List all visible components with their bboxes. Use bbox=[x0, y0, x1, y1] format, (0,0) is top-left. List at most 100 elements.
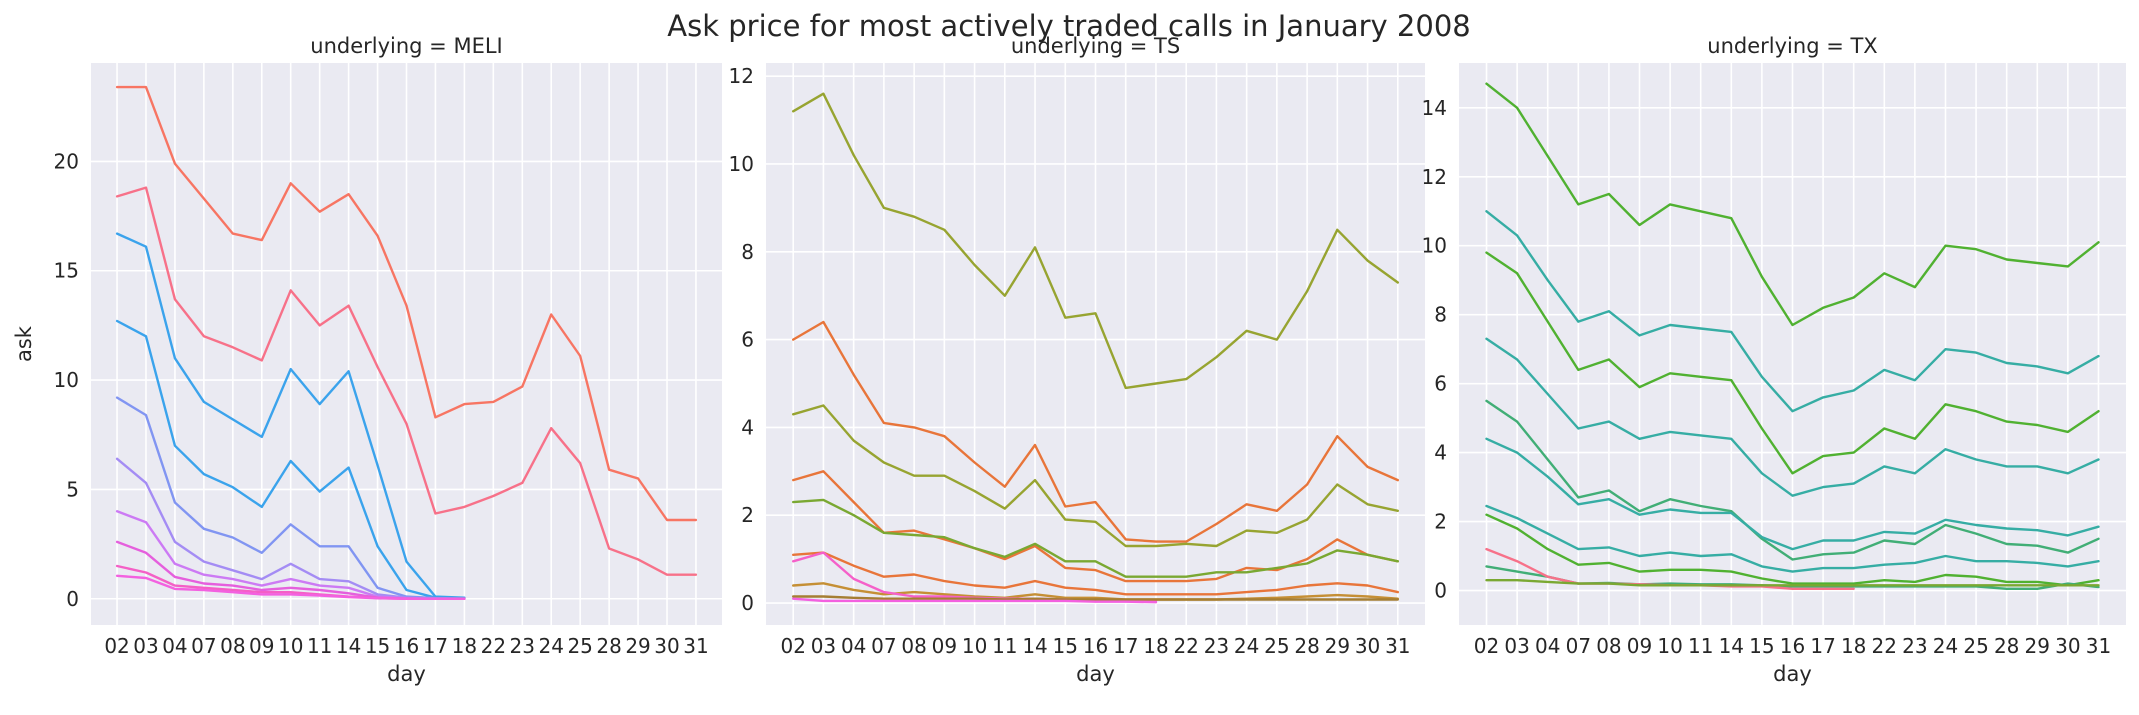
series-line-2 bbox=[115, 85, 698, 522]
x-tick-label: 29 bbox=[625, 634, 650, 658]
x-tick-label: 04 bbox=[841, 634, 866, 658]
x-tick-label: 18 bbox=[1841, 634, 1866, 658]
x-tick-label: 31 bbox=[2086, 634, 2111, 658]
x-tick-label: 30 bbox=[1355, 634, 1380, 658]
x-tick-label: 08 bbox=[220, 634, 245, 658]
panel-title: underlying = TS bbox=[1011, 34, 1180, 58]
x-tick-label: 29 bbox=[1325, 634, 1350, 658]
series-line-1 bbox=[792, 92, 1399, 390]
series-line-4 bbox=[1485, 337, 2100, 497]
x-tick-label: 22 bbox=[1872, 634, 1897, 658]
x-tick-label: 18 bbox=[452, 634, 477, 658]
series-line-9 bbox=[792, 595, 1399, 601]
y-tick-label: 8 bbox=[741, 240, 754, 264]
series-line-5 bbox=[792, 498, 1399, 578]
y-tick-label: 6 bbox=[741, 328, 754, 352]
y-tick-label: 2 bbox=[741, 503, 754, 527]
series-line-3 bbox=[115, 232, 466, 599]
series-line-4 bbox=[115, 319, 466, 600]
series-line-1 bbox=[115, 186, 698, 576]
x-tick-label: 18 bbox=[1143, 634, 1168, 658]
x-axis-label: day bbox=[1076, 662, 1115, 686]
x-tick-label: 30 bbox=[2055, 634, 2080, 658]
y-tick-label: 4 bbox=[1434, 441, 1447, 465]
x-tick-label: 08 bbox=[1596, 634, 1621, 658]
series-line-7 bbox=[1485, 504, 2100, 573]
y-tick-label: 0 bbox=[1434, 579, 1447, 603]
x-tick-label: 31 bbox=[683, 634, 708, 658]
x-tick-label: 25 bbox=[1264, 634, 1289, 658]
series-line-3 bbox=[1485, 251, 2100, 475]
x-tick-label: 11 bbox=[307, 634, 332, 658]
x-tick-label: 03 bbox=[1504, 634, 1529, 658]
x-tick-label: 29 bbox=[2025, 634, 2050, 658]
x-tick-label: 15 bbox=[1749, 634, 1774, 658]
y-tick-label: 15 bbox=[54, 259, 79, 283]
series-line-6 bbox=[792, 551, 1399, 596]
series-line-4 bbox=[792, 470, 1399, 583]
x-tick-label: 31 bbox=[1385, 634, 1410, 658]
x-tick-label: 02 bbox=[1474, 634, 1499, 658]
y-tick-label: 20 bbox=[54, 149, 79, 173]
x-tick-label: 22 bbox=[481, 634, 506, 658]
y-tick-label: 0 bbox=[66, 587, 79, 611]
x-tick-label: 25 bbox=[567, 634, 592, 658]
x-tick-label: 10 bbox=[962, 634, 987, 658]
x-tick-label: 24 bbox=[538, 634, 563, 658]
x-tick-label: 02 bbox=[780, 634, 805, 658]
series-line-10 bbox=[115, 574, 466, 600]
x-tick-label: 07 bbox=[1566, 634, 1591, 658]
x-tick-label: 09 bbox=[1627, 634, 1652, 658]
x-tick-label: 03 bbox=[811, 634, 836, 658]
x-tick-label: 09 bbox=[932, 634, 957, 658]
x-tick-label: 07 bbox=[871, 634, 896, 658]
x-tick-label: 11 bbox=[992, 634, 1017, 658]
series-line-1 bbox=[1485, 82, 2100, 327]
x-tick-label: 04 bbox=[1535, 634, 1560, 658]
x-tick-label: 16 bbox=[1780, 634, 1805, 658]
x-tick-label: 24 bbox=[1933, 634, 1958, 658]
x-tick-label: 09 bbox=[249, 634, 274, 658]
x-tick-label: 30 bbox=[654, 634, 679, 658]
y-axis-label: ask bbox=[12, 325, 36, 362]
y-tick-label: 14 bbox=[1422, 96, 1447, 120]
y-tick-label: 0 bbox=[741, 591, 754, 615]
series-line-5 bbox=[1485, 399, 2100, 561]
x-tick-label: 14 bbox=[1022, 634, 1047, 658]
x-tick-label: 15 bbox=[1053, 634, 1078, 658]
y-tick-label: 8 bbox=[1434, 303, 1447, 327]
x-tick-label: 15 bbox=[365, 634, 390, 658]
x-tick-label: 17 bbox=[1113, 634, 1138, 658]
x-tick-label: 08 bbox=[901, 634, 926, 658]
x-tick-label: 11 bbox=[1688, 634, 1713, 658]
x-tick-label: 25 bbox=[1963, 634, 1988, 658]
panel-title: underlying = TX bbox=[1707, 34, 1877, 58]
y-tick-label: 5 bbox=[66, 477, 79, 501]
y-tick-label: 6 bbox=[1434, 372, 1447, 396]
series-line-3 bbox=[792, 404, 1399, 548]
x-tick-label: 22 bbox=[1173, 634, 1198, 658]
x-tick-label: 02 bbox=[104, 634, 129, 658]
series-line-8 bbox=[1485, 513, 2100, 587]
figure-title: Ask price for most actively traded calls… bbox=[667, 9, 1470, 43]
x-tick-label: 23 bbox=[1902, 634, 1927, 658]
series-line-2 bbox=[1485, 210, 2100, 413]
x-tick-label: 07 bbox=[191, 634, 216, 658]
series-line-10 bbox=[792, 597, 1158, 604]
panel-title: underlying = MELI bbox=[310, 34, 502, 58]
x-tick-label: 14 bbox=[1719, 634, 1744, 658]
y-tick-label: 10 bbox=[54, 368, 79, 392]
series-line-2 bbox=[792, 320, 1399, 543]
x-tick-label: 10 bbox=[1657, 634, 1682, 658]
x-tick-label: 16 bbox=[394, 634, 419, 658]
y-tick-label: 2 bbox=[1434, 510, 1447, 534]
y-tick-label: 12 bbox=[729, 64, 754, 88]
y-tick-label: 12 bbox=[1422, 165, 1447, 189]
x-tick-label: 04 bbox=[162, 634, 187, 658]
x-tick-label: 10 bbox=[278, 634, 303, 658]
